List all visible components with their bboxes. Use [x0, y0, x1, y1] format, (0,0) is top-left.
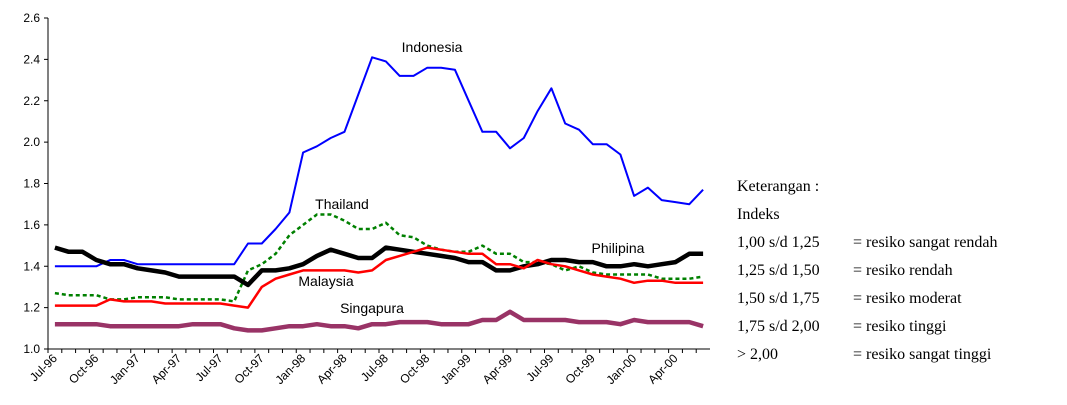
x-tick-label: Jul-97 [193, 351, 226, 384]
note-desc: = resiko rendah [853, 262, 953, 279]
x-tick-label: Jan-99 [438, 351, 474, 387]
x-tick-label: Oct-97 [232, 351, 268, 387]
notes-subtitle: Indeks [737, 206, 780, 223]
y-tick-label: 1.0 [23, 342, 40, 356]
x-tick-label: Jul-99 [524, 351, 557, 384]
note-range: 1,75 s/d 2,00 [737, 318, 820, 335]
series-line [54, 213, 704, 303]
series-label: Indonesia [402, 39, 463, 55]
note-range: 1,00 s/d 1,25 [737, 234, 820, 251]
y-tick-label: 1.4 [23, 259, 40, 273]
series-label: Thailand [315, 196, 369, 212]
note-range: 1,25 s/d 1,50 [737, 262, 820, 279]
y-tick-label: 2.2 [23, 94, 40, 108]
y-tick-label: 1.8 [23, 177, 40, 191]
series-label: Malaysia [298, 273, 353, 289]
x-tick-label: Oct-99 [563, 351, 599, 387]
series-line [54, 309, 704, 333]
x-tick-label: Apr-98 [314, 351, 350, 387]
x-tick-label: Jul-98 [358, 351, 391, 384]
series-label: Philipina [592, 240, 645, 256]
note-range: > 2,00 [737, 346, 778, 363]
x-tick-label: Apr-99 [480, 351, 516, 387]
note-desc: = resiko sangat rendah [853, 234, 998, 251]
x-tick-label: Oct-96 [66, 351, 102, 387]
y-tick-label: 1.2 [23, 301, 40, 315]
y-tick-label: 1.6 [23, 218, 40, 232]
y-tick-label: 2.0 [23, 135, 40, 149]
note-desc: = resiko sangat tinggi [853, 346, 992, 363]
y-tick-label: 2.4 [23, 52, 40, 66]
x-tick-label: Apr-00 [645, 351, 681, 387]
notes-title: Keterangan : [737, 178, 819, 195]
x-tick-label: Oct-98 [397, 351, 433, 387]
series-line [54, 245, 704, 288]
note-desc: = resiko tinggi [853, 318, 947, 335]
x-tick-label: Jan-00 [603, 351, 639, 387]
x-tick-label: Jan-98 [272, 351, 308, 387]
note-range: 1,50 s/d 1,75 [737, 290, 820, 307]
x-tick-label: Jan-97 [107, 351, 143, 387]
note-desc: = resiko moderat [853, 290, 962, 307]
series-label: Singapura [340, 300, 404, 316]
series-line [54, 56, 704, 268]
y-tick-label: 2.6 [23, 11, 40, 25]
x-tick-label: Apr-97 [149, 351, 185, 387]
series-line [54, 246, 704, 309]
